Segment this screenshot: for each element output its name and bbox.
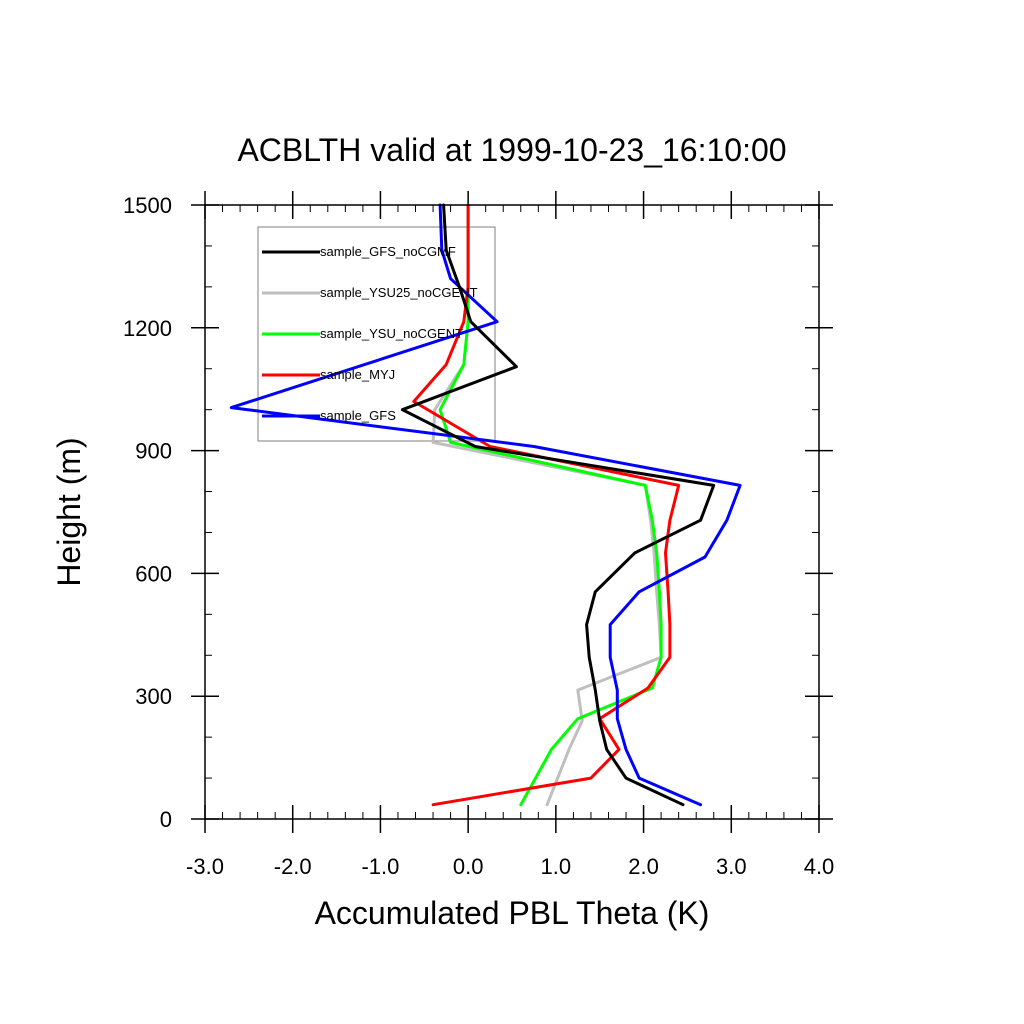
minor-ticks — [205, 205, 819, 819]
series-line-sample_GFS — [229, 203, 742, 807]
y-tick-labels: 0 300 600 900 1200 1500 — [123, 193, 172, 832]
y-tick-label: 1500 — [123, 193, 172, 218]
y-tick-label: 0 — [160, 807, 172, 832]
y-tick-label: 300 — [135, 684, 172, 709]
series-lines — [229, 203, 742, 807]
x-tick-label: 0.0 — [453, 854, 484, 879]
series-line-sample_GFS_noCGMF — [400, 203, 716, 807]
plot-frame — [204, 204, 820, 820]
x-tick-label: -2.0 — [274, 854, 312, 879]
legend: sample_GFS_noCGMF sample_YSU25_noCGENTsam… — [262, 244, 478, 423]
y-axis-label: Height (m) — [51, 437, 87, 586]
y-tick-label: 900 — [135, 439, 172, 464]
x-tick-label: 1.0 — [541, 854, 572, 879]
legend-label: sample_YSU_noCGENT — [320, 326, 463, 341]
x-tick-label: 2.0 — [628, 854, 659, 879]
legend-box — [257, 226, 496, 442]
x-tick-labels: -3.0 -2.0 -1.0 0.0 1.0 2.0 3.0 4.0 — [186, 854, 834, 879]
x-tick-label: -3.0 — [186, 854, 224, 879]
x-tick-label: 4.0 — [804, 854, 835, 879]
y-tick-label: 600 — [135, 561, 172, 586]
x-tick-label: -1.0 — [361, 854, 399, 879]
chart-title: ACBLTH valid at 1999-10-23_16:10:00 — [237, 132, 786, 168]
y-tick-label: 1200 — [123, 316, 172, 341]
legend-label: sample_MYJ — [320, 367, 395, 382]
legend-label: sample_GFS — [320, 408, 396, 423]
x-tick-label: 3.0 — [716, 854, 747, 879]
legend-label: sample_YSU25_noCGENT — [320, 285, 478, 300]
x-axis-label: Accumulated PBL Theta (K) — [315, 895, 710, 931]
legend-label: sample_GFS_noCGMF — [320, 244, 456, 259]
